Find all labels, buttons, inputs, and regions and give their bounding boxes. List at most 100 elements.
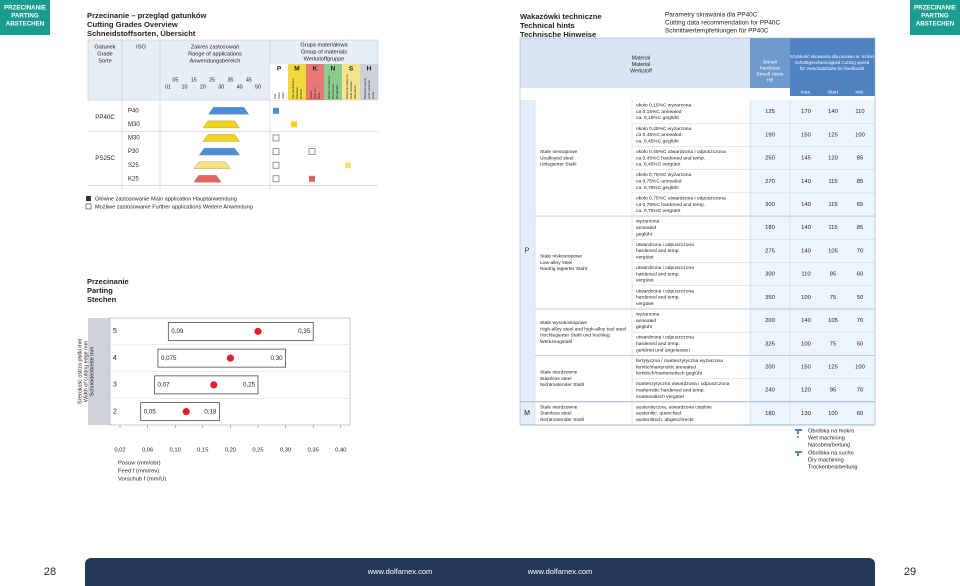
material-desc: ferritic/martensitic annealed [636,364,696,370]
speed-value: 70 [857,388,863,394]
header-text: min. [855,89,864,95]
material-group: Stainless steel [540,376,572,382]
recommended-dot [254,327,262,335]
speed-value: 75 [830,341,836,347]
material-desc: utwardzona i odpuszczona [636,242,694,248]
iso-column [520,100,535,425]
group-desc: Żeliwo [308,90,313,99]
header-text: Gatunek [94,44,115,50]
material-desc: utwardzona i odpuszczona [636,335,694,341]
hardness-value: 200 [765,318,775,324]
header-text: Start [828,89,839,95]
speed-value: 140 [801,225,811,231]
page-number: 28 [44,566,56,578]
speed-value: 100 [855,132,865,138]
hardness-value: 200 [765,364,775,370]
material-group: Stale niskostopowe [540,253,582,259]
material-group: Stainless steel [540,411,572,417]
x-tick-label: 0,02 [114,448,125,454]
group-letter: N [331,66,336,73]
iso-code: M30 [128,122,140,128]
page-title: Technical hints [520,21,575,30]
iso-code: K25 [128,176,139,182]
header-text: Material [632,62,650,68]
group-letter: P [277,66,282,73]
marker-main [345,162,351,169]
material-desc: gehärtet und angelassen [636,347,690,353]
range-tick: 20 [200,84,206,90]
range-shape [198,147,240,156]
group-desc: Stal [273,94,277,99]
material-desc: vergütet [636,301,654,307]
range-tick: 10 [182,84,188,90]
group-desc: Stal nierdzewna [291,78,295,99]
material-desc: ca 0,75%C annealed [636,179,682,185]
hardness-value: 190 [765,132,775,138]
group-cell [360,64,378,100]
material-desc: hardened and temp. [636,248,680,254]
y-tick-label: 3 [113,382,117,389]
hardness-value: 240 [765,388,775,394]
hardness-value: 270 [765,179,775,185]
legend-text: Dry machining [808,457,844,463]
x-tick-label: 0,06 [142,448,153,454]
marker-main [309,175,315,182]
material-desc: annealed [636,318,656,324]
group-cell [342,64,360,100]
speed-value: 50 [857,341,863,347]
header-text: Material [632,55,650,61]
group-cell [324,64,342,100]
speed-value: 140 [801,318,811,324]
speed-value: 125 [828,364,838,370]
page-subtitle: Parametry skrawania dla PP40C [665,12,758,19]
header-text: HB [767,77,774,83]
speed-value: 95 [830,388,836,394]
material-group: Stale nierdzewne [540,404,578,410]
speed-value: 150 [801,132,811,138]
material-group: Stale nierdzewne [540,370,578,376]
range-tick: 01 [165,84,171,90]
y-tick-label: 4 [113,355,117,362]
legend-drop [797,436,799,438]
speed-value: 85 [857,156,863,162]
material-desc: wyżarzona [636,219,660,225]
material-group: Niedrig legierter Stahl [540,266,587,272]
speed-value: 120 [828,156,838,162]
tab-left [0,0,50,35]
bar-start-label: 0,07 [158,382,171,389]
material-group: Nichtrostender Stahl [540,382,584,388]
header-text: max. [801,90,811,95]
material-group: Stale niestopowe [540,149,578,155]
page-number: 29 [904,566,916,578]
y-axis-label: Schneidenbreite mm [89,346,95,396]
page-title: Wakazówki techniczne [520,12,602,21]
group-desc: NE-Metalle [335,84,339,99]
material-desc: ca. 0,75%C vergütet [636,208,681,214]
tab-label: PRZECINANIE [914,5,956,12]
speed-value: 50 [857,295,863,301]
header-text: für Vorschub/Zahn for feed/tooth [800,66,865,71]
range-shape [202,134,240,142]
page-title: Schneidstoffsorten, Übersicht [87,29,196,38]
iso-code: P30 [128,149,139,155]
material-desc: ca. 0,15%C geglüht [636,115,679,121]
material-desc: hardened and temp. [636,295,680,301]
material-desc: ferritisch/martensitisch geglüht [636,371,703,377]
table-frame [519,37,876,426]
recommended-dot [210,381,218,389]
header-text: Brinell Härte [757,71,784,77]
material-group: High-alloy steel and high-alloy tool ste… [540,326,626,332]
range-shape [193,161,231,169]
iso-letter: M [524,410,530,417]
material-group: Low-alloy steel [540,260,572,266]
tab-label: ABSTECHEN [6,21,45,28]
group-desc: Non-ferrous [331,83,335,99]
bar-end-label: 0,35 [298,328,311,335]
hardness-value: 250 [765,156,775,162]
speed-value: 100 [801,341,811,347]
marker-further [272,175,280,183]
hardness-value: 325 [765,341,775,347]
header-text: Szybkość skrawania dla posuwu w: m/min [790,54,875,59]
chart-title: Stechen [87,295,117,304]
material-group: Werkzeugstahl [540,339,572,345]
